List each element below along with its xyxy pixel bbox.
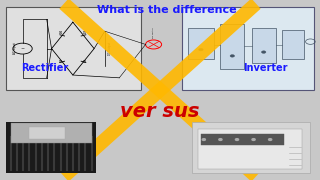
Text: What is the difference: What is the difference — [97, 5, 236, 15]
Text: D3: D3 — [83, 60, 87, 64]
Circle shape — [199, 48, 203, 51]
Bar — [282, 30, 304, 59]
Bar — [182, 7, 314, 90]
Text: ver sus: ver sus — [120, 102, 200, 121]
Text: D4: D4 — [59, 31, 63, 35]
Circle shape — [261, 51, 266, 53]
Bar — [202, 134, 284, 145]
Bar — [6, 122, 96, 173]
Text: Inverter: Inverter — [243, 63, 288, 73]
Bar — [188, 28, 214, 59]
Bar — [11, 123, 92, 143]
Text: AC Input: AC Input — [12, 43, 17, 55]
Text: D2: D2 — [59, 60, 63, 64]
Bar — [198, 129, 302, 169]
Text: ~: ~ — [20, 46, 25, 51]
Circle shape — [202, 139, 205, 140]
Circle shape — [230, 55, 235, 57]
Text: Rectifier: Rectifier — [21, 63, 68, 73]
Text: D1: D1 — [83, 31, 87, 35]
Bar — [6, 7, 141, 90]
Circle shape — [252, 139, 255, 140]
Circle shape — [236, 139, 239, 140]
Bar — [29, 127, 65, 139]
Bar — [192, 122, 310, 173]
Circle shape — [268, 139, 272, 140]
Circle shape — [219, 139, 222, 140]
Bar — [220, 24, 244, 69]
Text: DC Motor: DC Motor — [153, 28, 154, 38]
Bar — [252, 28, 276, 62]
Text: DC Output: DC Output — [108, 42, 112, 55]
